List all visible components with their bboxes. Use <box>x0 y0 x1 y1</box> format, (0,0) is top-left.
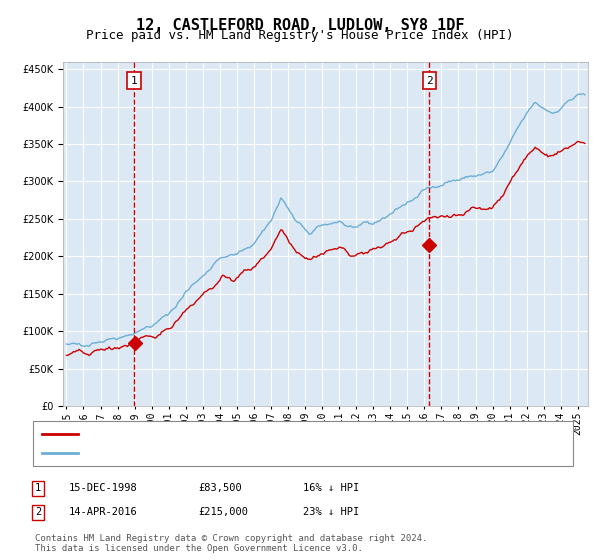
Text: Price paid vs. HM Land Registry's House Price Index (HPI): Price paid vs. HM Land Registry's House … <box>86 29 514 42</box>
Text: 15-DEC-1998: 15-DEC-1998 <box>69 483 138 493</box>
Text: 12, CASTLEFORD ROAD, LUDLOW, SY8 1DF (detached house): 12, CASTLEFORD ROAD, LUDLOW, SY8 1DF (de… <box>84 428 442 438</box>
Text: HPI: Average price, detached house, Shropshire: HPI: Average price, detached house, Shro… <box>84 449 395 459</box>
Text: 1: 1 <box>35 483 41 493</box>
Text: 16% ↓ HPI: 16% ↓ HPI <box>303 483 359 493</box>
Text: 14-APR-2016: 14-APR-2016 <box>69 507 138 517</box>
Text: 1: 1 <box>131 76 137 86</box>
Text: £83,500: £83,500 <box>198 483 242 493</box>
Text: 12, CASTLEFORD ROAD, LUDLOW, SY8 1DF: 12, CASTLEFORD ROAD, LUDLOW, SY8 1DF <box>136 18 464 34</box>
Text: Contains HM Land Registry data © Crown copyright and database right 2024.
This d: Contains HM Land Registry data © Crown c… <box>35 534 427 553</box>
Text: 2: 2 <box>426 76 433 86</box>
Text: 23% ↓ HPI: 23% ↓ HPI <box>303 507 359 517</box>
Text: 2: 2 <box>35 507 41 517</box>
Text: £215,000: £215,000 <box>198 507 248 517</box>
